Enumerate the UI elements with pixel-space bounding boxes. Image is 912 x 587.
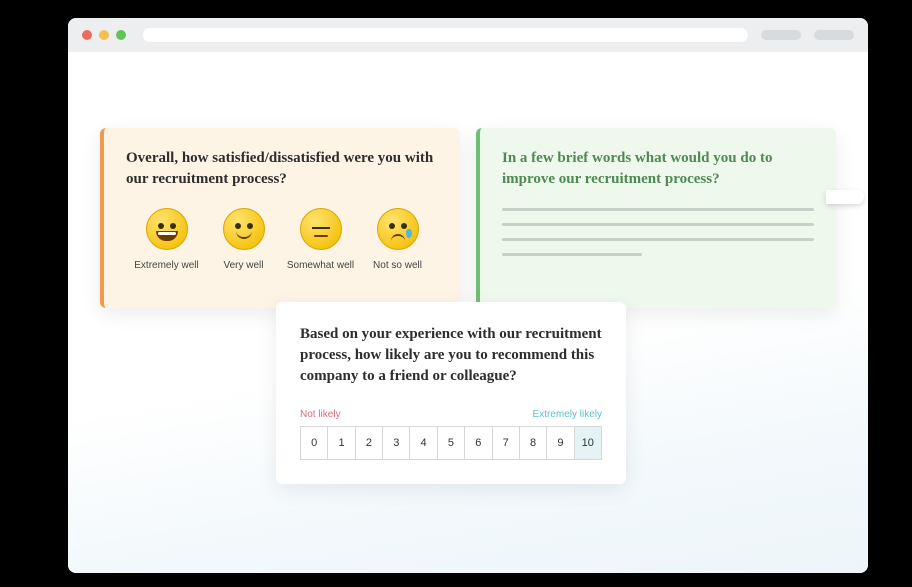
option-somewhat-well[interactable]: Somewhat well	[282, 208, 359, 271]
smile-face-icon	[223, 208, 265, 250]
nps-cell-2[interactable]: 2	[356, 427, 383, 459]
option-label: Very well	[223, 260, 263, 271]
nps-cell-0[interactable]: 0	[301, 427, 328, 459]
nps-cell-9[interactable]: 9	[547, 427, 574, 459]
browser-window: Overall, how satisfied/dissatisfied were…	[68, 18, 868, 573]
toolbar-button[interactable]	[814, 30, 854, 40]
nps-cell-5[interactable]: 5	[438, 427, 465, 459]
option-not-so-well[interactable]: Not so well	[359, 208, 436, 271]
nps-cell-7[interactable]: 7	[493, 427, 520, 459]
grin-face-icon	[146, 208, 188, 250]
nps-scale-labels: Not likely Extremely likely	[300, 409, 602, 420]
improvement-question: In a few brief words what would you do t…	[502, 148, 814, 190]
window-close-icon[interactable]	[82, 30, 92, 40]
nps-high-label: Extremely likely	[533, 409, 602, 420]
nps-cell-4[interactable]: 4	[410, 427, 437, 459]
nps-scale: 012345678910	[300, 426, 602, 460]
url-bar[interactable]	[143, 28, 748, 42]
title-bar	[68, 18, 868, 52]
improvement-card: In a few brief words what would you do t…	[476, 128, 836, 308]
nps-card: Based on your experience with our recrui…	[276, 302, 626, 484]
nps-low-label: Not likely	[300, 409, 341, 420]
emoji-options: Extremely well Very well Somewhat well	[126, 208, 438, 271]
option-very-well[interactable]: Very well	[205, 208, 282, 271]
option-extremely-well[interactable]: Extremely well	[128, 208, 205, 271]
frame-handle-icon	[826, 190, 864, 204]
window-maximize-icon[interactable]	[116, 30, 126, 40]
nps-cell-8[interactable]: 8	[520, 427, 547, 459]
satisfaction-card: Overall, how satisfied/dissatisfied were…	[100, 128, 460, 308]
window-minimize-icon[interactable]	[99, 30, 109, 40]
nps-question: Based on your experience with our recrui…	[300, 324, 602, 387]
nps-cell-1[interactable]: 1	[328, 427, 355, 459]
sad-face-icon	[377, 208, 419, 250]
option-label: Not so well	[373, 260, 422, 271]
toolbar-button[interactable]	[761, 30, 801, 40]
neutral-face-icon	[300, 208, 342, 250]
nps-cell-10[interactable]: 10	[575, 427, 601, 459]
satisfaction-question: Overall, how satisfied/dissatisfied were…	[126, 148, 438, 190]
nps-cell-3[interactable]: 3	[383, 427, 410, 459]
text-input-placeholder[interactable]	[502, 208, 814, 256]
option-label: Extremely well	[134, 260, 198, 271]
viewport: Overall, how satisfied/dissatisfied were…	[68, 52, 868, 573]
option-label: Somewhat well	[287, 260, 354, 271]
nps-cell-6[interactable]: 6	[465, 427, 492, 459]
